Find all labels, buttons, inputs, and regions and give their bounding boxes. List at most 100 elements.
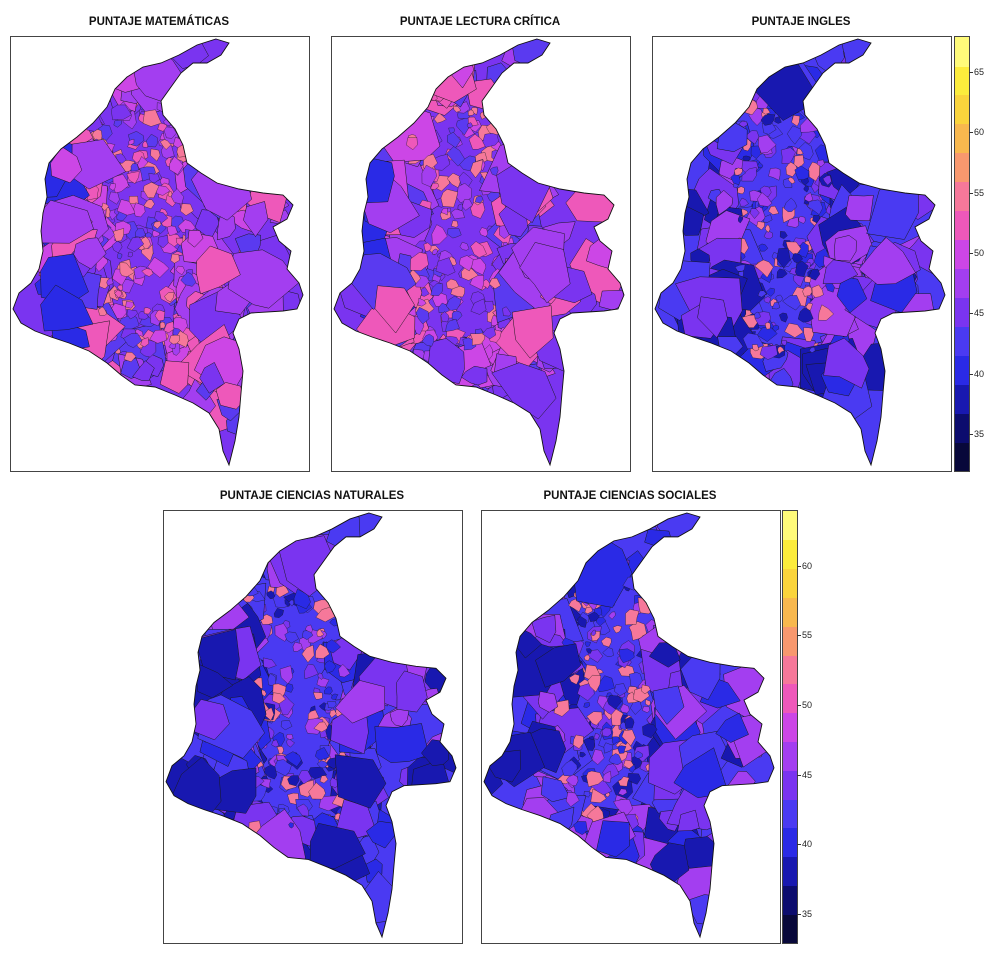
- municipality-region: [845, 195, 874, 222]
- municipality-region: [180, 271, 197, 287]
- map-panel-ciencias-sociales: [481, 510, 781, 944]
- municipality-region: [677, 809, 700, 832]
- municipality-region: [127, 251, 133, 258]
- municipality-region: [786, 216, 799, 228]
- municipality-region: [142, 109, 162, 127]
- municipality-region: [756, 221, 765, 231]
- municipality-region: [613, 799, 634, 816]
- municipality-region: [119, 262, 135, 277]
- municipality-region: [135, 228, 146, 238]
- municipality-region: [568, 673, 580, 685]
- municipality-region: [822, 259, 859, 285]
- municipality-region: [423, 242, 432, 252]
- municipality-region: [466, 122, 473, 128]
- legend-tick-label: 40: [796, 839, 813, 850]
- municipality-region: [754, 311, 761, 319]
- legend-tick-label: 45: [796, 769, 813, 780]
- municipality-region: [285, 683, 294, 693]
- municipality-region: [584, 654, 590, 662]
- municipality-region: [172, 316, 188, 333]
- municipality-region: [445, 295, 462, 311]
- municipality-region: [772, 324, 780, 332]
- municipality-region: [579, 751, 586, 758]
- municipality-region: [641, 706, 650, 713]
- municipality-region: [637, 597, 655, 615]
- municipality-region: [153, 220, 162, 230]
- municipality-region: [771, 302, 781, 310]
- municipality-region: [316, 628, 325, 637]
- municipality-region: [584, 641, 591, 647]
- country-border: [654, 38, 946, 467]
- municipality-region: [583, 702, 590, 708]
- municipality-region: [264, 764, 277, 780]
- municipality-region: [125, 301, 134, 309]
- municipality-region: [445, 318, 460, 332]
- municipality-region: [150, 148, 161, 162]
- municipality-region: [433, 112, 447, 124]
- municipality-region: [758, 243, 769, 252]
- municipality-region: [470, 159, 484, 179]
- municipality-region: [459, 241, 470, 251]
- choropleth-map: [12, 38, 304, 467]
- municipality-region: [271, 739, 280, 748]
- municipality-region: [756, 326, 778, 342]
- legend-color-step: [783, 568, 797, 598]
- legend-color-step: [955, 268, 969, 298]
- choropleth-map: [165, 512, 457, 939]
- municipality-region: [737, 186, 745, 195]
- municipality-region: [763, 296, 772, 304]
- municipality-region: [482, 326, 496, 340]
- municipality-region: [456, 116, 469, 136]
- municipality-region: [126, 308, 138, 320]
- municipality-region: [764, 322, 771, 330]
- municipality-region: [780, 147, 796, 164]
- legend-ticks-bottom: 60 55 50 45 40 35: [796, 510, 824, 942]
- municipality-region: [568, 598, 582, 613]
- municipality-region: [608, 611, 616, 620]
- municipality-region: [802, 286, 813, 297]
- legend-tick-label: 35: [796, 909, 813, 920]
- municipality-region: [334, 680, 386, 724]
- country-border: [333, 38, 625, 467]
- legend-color-step: [955, 210, 969, 241]
- municipality-region: [338, 664, 351, 678]
- municipality-region: [836, 275, 868, 314]
- municipality-region: [288, 822, 294, 829]
- municipality-region: [491, 362, 557, 420]
- municipality-region: [440, 311, 450, 323]
- municipality-region: [601, 727, 612, 737]
- municipality-region: [488, 278, 501, 290]
- municipality-region: [145, 133, 158, 148]
- municipality-region: [143, 182, 160, 199]
- legend-tick-label: 55: [796, 630, 813, 641]
- choropleth-map: [333, 38, 625, 467]
- municipality-region: [279, 665, 293, 685]
- municipality-region: [572, 734, 584, 749]
- municipality-region: [818, 304, 834, 321]
- municipality-region: [804, 275, 812, 283]
- municipality-region: [823, 337, 870, 389]
- municipality-region: [450, 208, 465, 220]
- legend-color-step: [955, 37, 969, 67]
- municipality-region: [266, 590, 276, 599]
- municipality-region: [834, 235, 857, 262]
- municipality-region: [157, 235, 169, 249]
- municipality-region: [431, 224, 448, 245]
- municipality-region: [775, 294, 784, 303]
- municipality-region: [451, 310, 463, 321]
- municipality-region: [754, 259, 774, 278]
- municipality-region: [782, 295, 801, 311]
- municipality-region: [792, 253, 803, 264]
- municipality-region: [330, 693, 339, 700]
- municipality-region: [808, 268, 821, 281]
- municipality-region: [784, 323, 804, 338]
- panel-title-ingles: PUNTAJE INGLES: [751, 16, 851, 28]
- municipality-region: [163, 321, 175, 334]
- municipality-region: [738, 215, 744, 224]
- municipality-region: [621, 729, 636, 747]
- municipality-region: [811, 284, 824, 298]
- municipality-region: [447, 131, 461, 149]
- municipality-region: [596, 820, 630, 858]
- municipality-region: [285, 734, 294, 740]
- municipality-region: [474, 195, 484, 204]
